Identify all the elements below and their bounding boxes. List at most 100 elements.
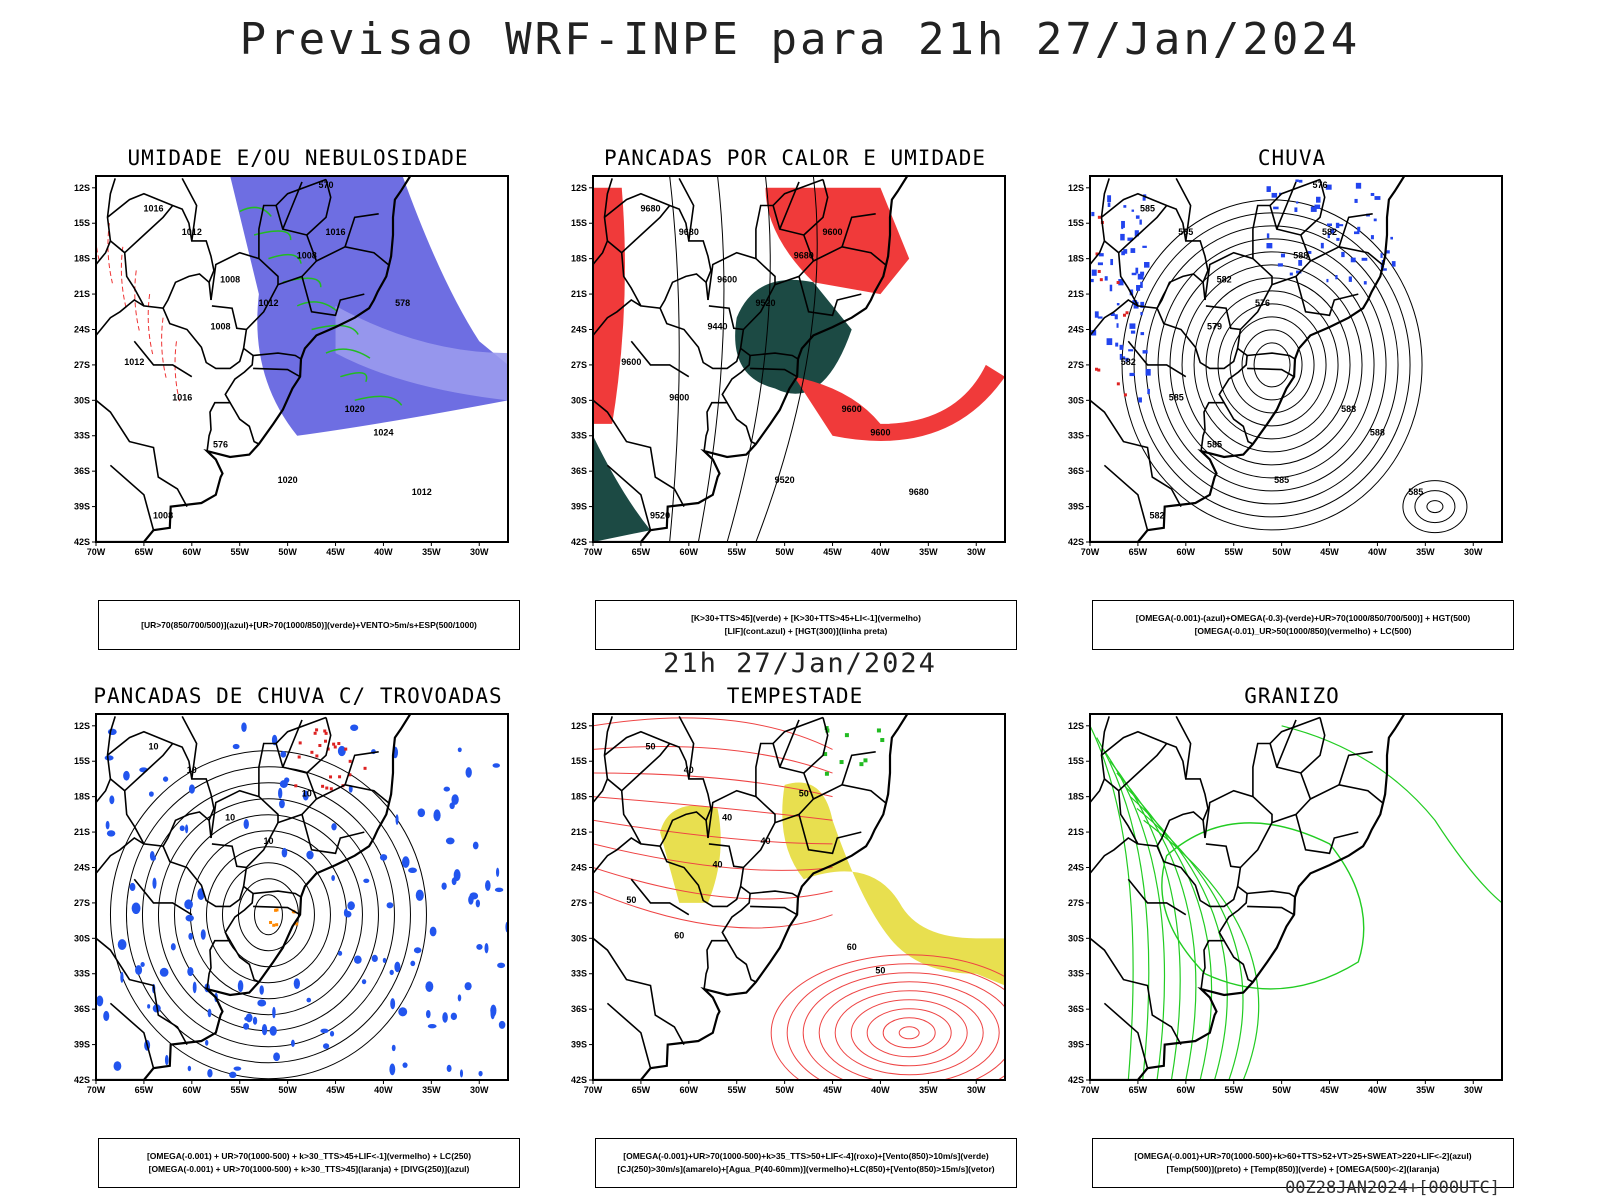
contour-label: 1016 xyxy=(143,203,163,213)
omega-blue-cell xyxy=(1390,236,1393,240)
lat-label: 24S xyxy=(74,324,90,334)
thunder-red-cell xyxy=(318,743,322,747)
page-title: Previsao WRF-INPE para 21h 27/Jan/2024 xyxy=(239,14,1361,65)
map-tempestade[interactable]: 50 40 40 50 40 40 50 60 60 50 12S 15S 18S 21S 24S 27S 30… xyxy=(545,710,1045,1130)
lat-label: 27S xyxy=(74,360,90,370)
lat-label: 18S xyxy=(571,792,587,802)
panel-title: CHUVA xyxy=(1257,146,1327,170)
omega-blue-cell xyxy=(1091,269,1097,276)
lon-label: 50W xyxy=(1272,1085,1291,1095)
panel-title: TEMPESTADE xyxy=(726,684,864,708)
contour-label: 1008 xyxy=(297,251,317,261)
plot-frame xyxy=(95,175,509,543)
thunder-red-cell xyxy=(315,754,319,758)
divergence-blue-cell xyxy=(269,1026,277,1036)
thunder-red-cell xyxy=(344,747,348,751)
coastline xyxy=(96,714,412,1080)
divergence-blue-cell xyxy=(192,981,197,994)
divergence-blue-cell xyxy=(273,1052,280,1062)
map-layer: 1016 1012 1008 1008 1012 1008 1012 1016 1020 1024… xyxy=(74,175,509,557)
divergence-blue-cell xyxy=(484,943,489,954)
country-border xyxy=(133,340,193,378)
lat-label: 39S xyxy=(74,1040,90,1050)
omega-blue-cell xyxy=(1325,184,1332,190)
omega-blue-cell xyxy=(1110,312,1115,316)
country-border xyxy=(1090,399,1182,507)
country-border xyxy=(813,245,886,266)
divergence-blue-cell xyxy=(363,878,370,884)
contour-label: 9680 xyxy=(679,227,699,237)
lon-label: 65W xyxy=(632,1085,651,1095)
divergence-blue-cell xyxy=(187,966,194,977)
lon-label: 70W xyxy=(87,1085,106,1095)
country-border xyxy=(721,347,751,404)
country-border xyxy=(1218,347,1248,404)
temp850-contour xyxy=(1102,749,1166,1080)
omega-blue-cell xyxy=(1119,353,1123,360)
divergence-blue-cell xyxy=(170,943,176,951)
lat-label: 36S xyxy=(1068,466,1084,476)
contour-label: 9680 xyxy=(909,487,929,497)
omega-blue-cell xyxy=(1374,196,1381,200)
panel-title: PANCADAS POR CALOR E UMIDADE xyxy=(603,146,986,170)
divergence-blue-cell xyxy=(259,985,264,995)
lat-label: 12S xyxy=(1068,183,1084,193)
lon-label: 55W xyxy=(1224,547,1243,557)
country-border xyxy=(1247,905,1295,916)
map-chuva[interactable]: 585 585 582 588 576 579 582 585 588 588 582 585 582 5… xyxy=(1042,172,1542,592)
country-border xyxy=(750,890,799,898)
map-pancadas-calor[interactable]: 9680 9680 9600 9680 9520 9440 9600 9600 9600 9600… xyxy=(545,172,1045,592)
divergence-blue-cell xyxy=(241,722,247,733)
omega-blue-cell xyxy=(1361,257,1368,261)
divergence-blue-cell xyxy=(207,1008,212,1018)
divergence-blue-cell xyxy=(279,780,288,788)
divergence-blue-cell xyxy=(237,980,244,992)
temp850-contour xyxy=(1281,725,1502,904)
lon-label: 45W xyxy=(823,547,842,557)
lat-label: 21S xyxy=(1068,827,1084,837)
divergence-blue-cell xyxy=(433,809,441,822)
contour-label: 579 xyxy=(1207,321,1222,331)
lc850-contour xyxy=(593,717,833,750)
divergence-blue-cell xyxy=(390,998,396,1010)
contour-label: 9600 xyxy=(823,227,843,237)
omega-red-cell xyxy=(1099,278,1103,282)
lc850-contour xyxy=(882,1017,936,1049)
panel-title: GRANIZO xyxy=(1244,684,1340,708)
map-trovoadas[interactable]: 10 10 10 10 10 12S 15S 18S 21S 24S 27S 30S 33S 36S 39S… xyxy=(48,710,548,1130)
country-border xyxy=(1103,1002,1149,1069)
lon-label: 50W xyxy=(775,1085,794,1095)
contour-label: 578 xyxy=(395,298,410,308)
thunder-red-cell xyxy=(323,729,327,733)
wind-green-cell xyxy=(863,758,868,763)
country-border xyxy=(1156,305,1242,370)
country-border xyxy=(742,178,824,331)
hgt300-contour xyxy=(697,176,725,542)
lat-label: 33S xyxy=(74,969,90,979)
thunder-red-cell xyxy=(333,745,337,749)
country-border xyxy=(1276,181,1297,230)
divergence-blue-cell xyxy=(394,961,401,973)
country-border xyxy=(1310,783,1383,804)
lon-label: 30W xyxy=(1464,547,1483,557)
omega-blue-cell xyxy=(1094,311,1099,318)
omega-blue-cell xyxy=(1341,251,1345,258)
lat-label: 24S xyxy=(571,324,587,334)
wind-green-cell xyxy=(823,752,828,757)
lc850-contour xyxy=(850,999,968,1067)
omega-blue-cell xyxy=(1135,215,1140,219)
plot-frame xyxy=(95,713,509,1081)
divergence-blue-cell xyxy=(498,1020,506,1029)
divergence-blue-cell xyxy=(408,867,417,874)
lat-label: 15S xyxy=(571,218,587,228)
divergence-blue-cell xyxy=(306,997,312,1003)
map-umidade[interactable]: 1016 1012 1008 1008 1012 1008 1012 1016 1020 1024… xyxy=(48,172,548,592)
lat-label: 42S xyxy=(1068,1075,1084,1085)
divergence-blue-cell xyxy=(279,799,285,809)
lon-label: 65W xyxy=(135,1085,154,1095)
country-border xyxy=(109,464,155,531)
divergence-blue-cell xyxy=(453,869,461,881)
omega-blue-cell xyxy=(1107,195,1112,203)
map-layer: 9680 9680 9600 9680 9520 9440 9600 9600 9600 9600… xyxy=(571,175,1006,557)
